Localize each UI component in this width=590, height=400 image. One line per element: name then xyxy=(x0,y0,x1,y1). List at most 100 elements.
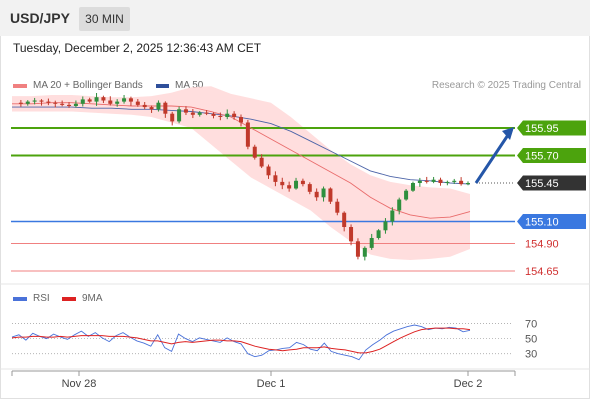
support-label: 154.65 xyxy=(525,266,559,278)
candle-body xyxy=(197,112,202,115)
candle-body xyxy=(122,98,127,102)
candle-body xyxy=(94,97,99,102)
candle-body xyxy=(328,188,333,202)
candle-body xyxy=(252,146,257,158)
candle-body xyxy=(259,157,264,167)
candle-body xyxy=(245,122,250,147)
pivot-tag-label: 155.10 xyxy=(525,217,559,229)
candle-body xyxy=(67,104,72,106)
candle-body xyxy=(108,100,113,104)
candle-body xyxy=(32,100,37,102)
rsi-level-label: 70 xyxy=(525,319,537,331)
candle-body xyxy=(369,238,374,248)
candle-body xyxy=(300,180,305,185)
candle-body xyxy=(177,109,182,122)
candle-body xyxy=(232,113,237,117)
candle-body xyxy=(73,103,78,106)
candle-body xyxy=(404,190,409,200)
rsi-ma-line xyxy=(11,327,471,354)
chart-header: USD/JPY 30 MIN xyxy=(0,0,590,36)
legend-ma50-label: MA 50 xyxy=(175,80,204,91)
candle-body xyxy=(225,113,230,117)
candle-body xyxy=(239,117,243,123)
candle-body xyxy=(438,179,443,183)
candle-body xyxy=(349,227,354,242)
candle-body xyxy=(135,101,140,105)
pivot-tag xyxy=(517,214,586,229)
candle-body xyxy=(39,100,44,102)
chart-datetime: Tuesday, December 2, 2025 12:36:43 AM CE… xyxy=(13,41,262,55)
candle-body xyxy=(170,113,175,122)
resistance-tag-label: 155.70 xyxy=(525,151,559,163)
candle-body xyxy=(287,185,292,189)
candle-body xyxy=(314,191,319,198)
candle-body xyxy=(156,102,161,110)
candle-body xyxy=(431,179,436,182)
candle-body xyxy=(87,99,92,102)
candle-body xyxy=(342,212,347,227)
forecast-arrow-head xyxy=(502,127,514,140)
legend-ma50: MA 50 xyxy=(156,80,203,91)
candle-body xyxy=(362,247,367,257)
bollinger-band xyxy=(12,86,470,260)
candle-body xyxy=(376,230,381,238)
last-price-tag xyxy=(517,175,586,191)
candle-body xyxy=(204,112,209,114)
candle-body xyxy=(294,180,299,189)
legend-9ma: 9MA xyxy=(62,293,103,304)
timeframe-button[interactable]: 30 MIN xyxy=(79,7,130,31)
candle-body xyxy=(46,101,51,103)
candle-body xyxy=(383,221,388,231)
legend-ma20-label: MA 20 + Bollinger Bands xyxy=(33,80,143,91)
forecast-arrow xyxy=(474,134,510,184)
candle-body xyxy=(60,103,65,105)
candle-body xyxy=(397,199,402,211)
candle-body xyxy=(266,166,271,176)
candle-body xyxy=(128,98,133,102)
candle-body xyxy=(25,101,30,104)
candle-body xyxy=(80,99,85,104)
candle-body xyxy=(273,175,278,182)
ma50-swatch xyxy=(156,83,169,88)
last-price-tag-label: 155.45 xyxy=(525,178,559,190)
candle-body xyxy=(183,109,188,113)
candle-body xyxy=(321,188,326,198)
candle-body xyxy=(190,112,195,115)
candle-body xyxy=(101,97,106,101)
legend-9ma-label: 9MA xyxy=(82,293,103,304)
candle-body xyxy=(459,180,464,185)
ma9-swatch xyxy=(62,296,76,301)
candle-body xyxy=(335,201,340,213)
copyright-text: Research © 2025 Trading Central xyxy=(431,80,581,91)
candle-body xyxy=(53,102,58,104)
resistance-tag xyxy=(517,148,586,163)
legend-rsi: RSI xyxy=(13,293,50,304)
candle-body xyxy=(445,181,450,183)
candle-body xyxy=(211,113,216,116)
candle-body xyxy=(417,180,422,183)
candle-body xyxy=(452,180,457,182)
candle-body xyxy=(280,181,285,186)
support-label: 154.90 xyxy=(525,239,559,251)
candle-body xyxy=(424,180,429,182)
candle-body xyxy=(466,183,470,185)
rsi-swatch xyxy=(13,296,27,301)
symbol-label: USD/JPY xyxy=(10,10,70,26)
candle-body xyxy=(149,107,154,110)
resistance-tag-label: 155.95 xyxy=(525,123,559,135)
rsi-level-label: 30 xyxy=(525,349,537,361)
candle-body xyxy=(307,184,312,192)
candle-body xyxy=(410,183,415,191)
candle-body xyxy=(115,101,120,104)
x-tick-label: Nov 28 xyxy=(62,378,97,390)
x-tick-label: Dec 1 xyxy=(257,378,286,390)
candle-body xyxy=(163,102,168,114)
ma20-swatch xyxy=(13,83,27,88)
x-tick-label: Dec 2 xyxy=(454,378,483,390)
candle-body xyxy=(355,241,360,257)
candle-body xyxy=(142,104,147,108)
candle-body xyxy=(390,210,395,222)
legend-ma20: MA 20 + Bollinger Bands xyxy=(13,80,143,91)
resistance-tag xyxy=(517,120,586,136)
